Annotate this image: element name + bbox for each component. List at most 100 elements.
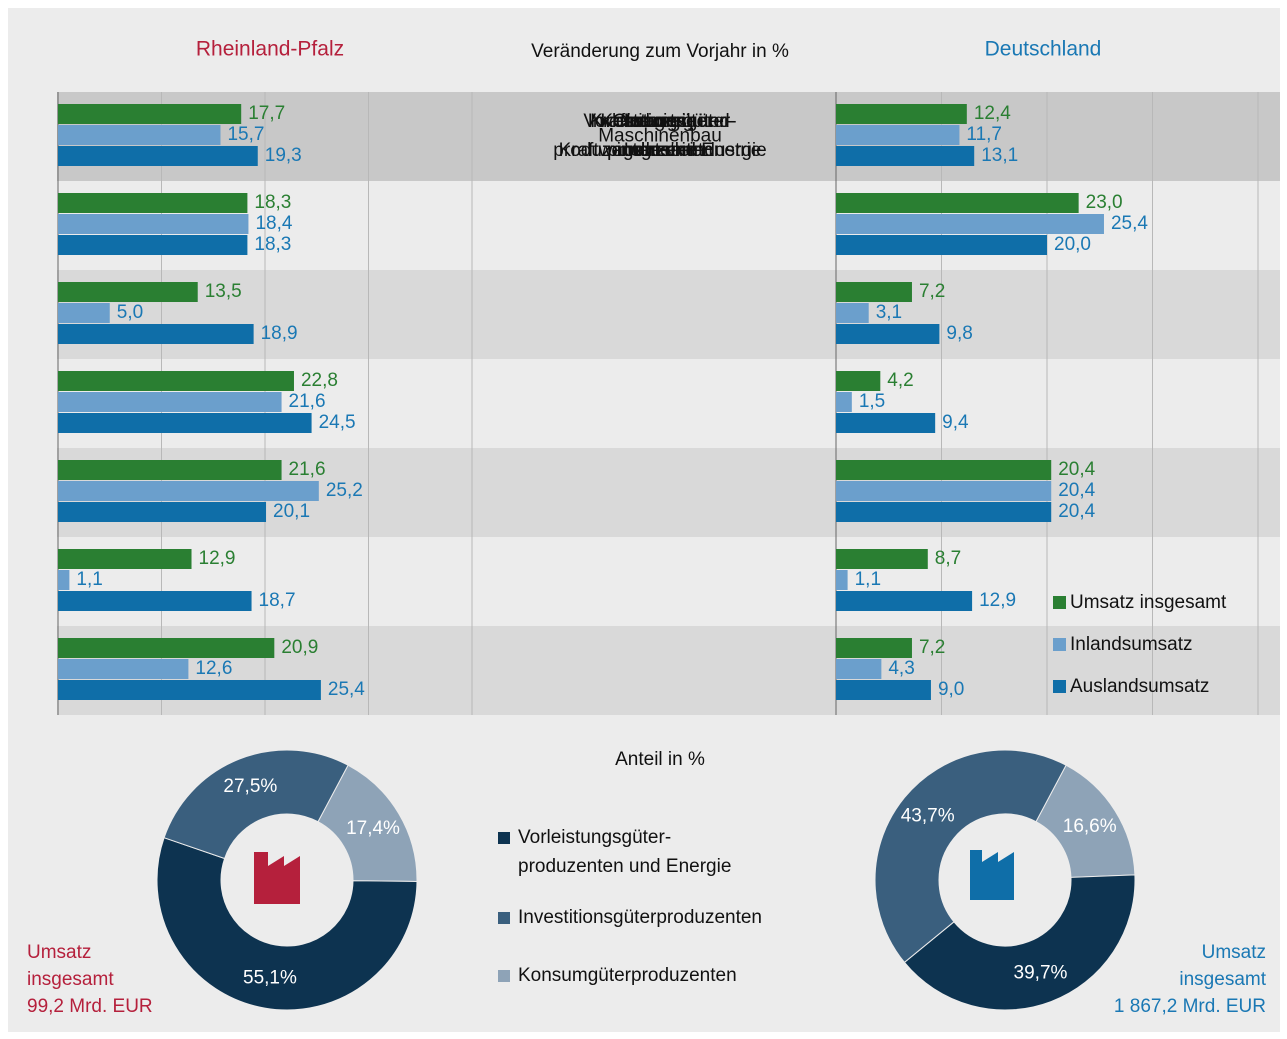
category-label: Kraftwagen- und <box>590 111 729 132</box>
legend-label: Auslandsumsatz <box>1070 676 1209 697</box>
category-label: produzenten und Energie <box>553 140 766 161</box>
bar <box>58 193 248 213</box>
row-band <box>57 270 1280 359</box>
value-label: 7,2 <box>919 637 945 658</box>
bar <box>58 549 192 569</box>
category-label: Industrie <box>624 111 697 132</box>
bar <box>836 303 869 323</box>
value-label: 12,6 <box>195 658 232 679</box>
value-label: 24,5 <box>319 412 356 433</box>
value-label: 9,4 <box>942 412 969 433</box>
donut-label: 17,4% <box>346 818 400 839</box>
bar <box>836 481 1052 501</box>
category-label: insgesamt <box>617 140 704 161</box>
bar <box>836 125 960 145</box>
value-label: 20,4 <box>1058 459 1095 480</box>
bar <box>836 193 1079 213</box>
value-label: 19,3 <box>265 145 302 166</box>
value-label: 8,7 <box>935 548 961 569</box>
annotation: 99,2 Mrd. EUR <box>27 996 153 1017</box>
bar <box>836 638 912 658</box>
value-label: 18,3 <box>254 234 291 255</box>
bar <box>58 146 258 166</box>
bar <box>58 680 321 700</box>
value-label: 12,9 <box>199 548 236 569</box>
value-label: 23,0 <box>1086 192 1123 213</box>
annotation: Umsatz <box>27 942 91 963</box>
value-label: 7,2 <box>919 281 945 302</box>
donut-subtitle: Anteil in % <box>615 749 705 770</box>
bar <box>58 371 294 391</box>
bar <box>836 235 1047 255</box>
bar <box>58 481 319 501</box>
bar <box>836 591 973 611</box>
category-label: produzenten <box>607 140 713 161</box>
value-label: 25,2 <box>326 480 363 501</box>
factory-icon <box>970 850 1014 900</box>
bar <box>836 680 931 700</box>
value-label: 1,1 <box>855 569 881 590</box>
bar <box>836 502 1052 522</box>
value-label: 20,4 <box>1058 480 1095 501</box>
bar <box>58 214 249 234</box>
legend-label: Investitionsgüterproduzenten <box>518 907 762 928</box>
bar <box>836 104 967 124</box>
bar <box>836 460 1052 480</box>
value-label: 1,1 <box>76 569 102 590</box>
annotation: Umsatz <box>1202 942 1266 963</box>
value-label: 15,7 <box>227 124 264 145</box>
category-label: Investitionsgüter- <box>588 111 733 132</box>
bar <box>836 413 936 433</box>
value-label: 21,6 <box>289 391 326 412</box>
bar <box>58 591 252 611</box>
legend-label: Umsatz insgesamt <box>1070 592 1227 613</box>
factory-icon <box>254 852 300 904</box>
value-label: 11,7 <box>966 124 1002 145</box>
value-label: 12,9 <box>979 590 1016 611</box>
donut-label: 55,1% <box>243 968 297 989</box>
value-label: 9,0 <box>938 679 964 700</box>
category-label: produzenten <box>607 140 713 161</box>
category-label: Industrie <box>624 140 697 161</box>
bar <box>836 659 882 679</box>
value-label: 13,5 <box>205 281 242 302</box>
bar <box>58 282 198 302</box>
bar <box>58 235 248 255</box>
value-label: 21,6 <box>289 459 326 480</box>
legend-swatch <box>498 970 510 982</box>
bar <box>58 125 221 145</box>
legend-label: Konsumgüterproduzenten <box>518 965 737 986</box>
value-label: 4,2 <box>887 370 913 391</box>
legend-label: Inlandsumsatz <box>1070 634 1193 655</box>
value-label: 12,4 <box>974 103 1011 124</box>
value-label: 25,4 <box>328 679 365 700</box>
value-label: 20,4 <box>1058 501 1095 522</box>
value-label: 18,7 <box>259 590 296 611</box>
title-left: Rheinland-Pfalz <box>196 38 344 61</box>
legend-swatch <box>1053 680 1066 693</box>
donut-label: 16,6% <box>1063 816 1117 837</box>
bar <box>58 392 282 412</box>
category-label: Chemische <box>612 111 707 132</box>
value-label: 18,9 <box>261 323 298 344</box>
legend-label: Vorleistungsgüter- <box>518 827 671 848</box>
value-label: 22,8 <box>301 370 338 391</box>
value-label: 17,7 <box>248 103 285 124</box>
bar <box>836 146 975 166</box>
category-label: Maschinenbau <box>598 126 722 147</box>
donut-label: 39,7% <box>1014 963 1068 984</box>
bar <box>58 460 282 480</box>
annotation: insgesamt <box>27 969 114 990</box>
bar <box>836 282 912 302</box>
value-label: 5,0 <box>117 302 143 323</box>
value-label: 9,8 <box>946 323 972 344</box>
donut-label: 27,5% <box>223 776 277 797</box>
category-label: Kraftwagenteileindustrie <box>559 140 762 161</box>
bar <box>58 638 275 658</box>
bar <box>836 214 1104 234</box>
row-band <box>57 537 1280 626</box>
bar <box>836 371 881 391</box>
bar <box>836 570 848 590</box>
bar <box>836 549 928 569</box>
bar <box>58 502 267 522</box>
